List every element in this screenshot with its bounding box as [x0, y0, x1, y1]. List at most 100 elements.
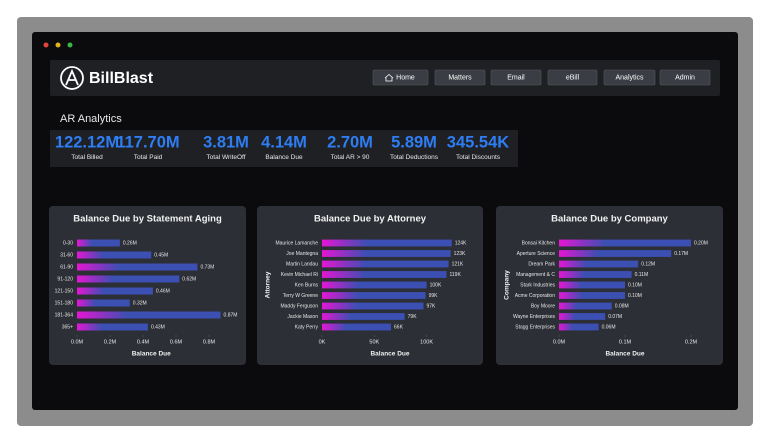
window-dot-max[interactable] [67, 42, 73, 48]
nav-button[interactable]: Home [372, 69, 429, 86]
y-axis-label: Attorney [265, 271, 272, 298]
bar [322, 250, 451, 257]
nav-button-label: Analytics [615, 75, 644, 82]
kpi-value: 4.14M [261, 133, 307, 151]
kpi-label: Total AR > 90 [331, 154, 370, 161]
value-label: 0.73M [200, 264, 214, 270]
nav-button[interactable]: Analytics [603, 69, 656, 86]
nav-button-label: Matters [448, 75, 472, 82]
nav-button-bg [659, 69, 711, 86]
y-axis-label: Company [504, 270, 511, 300]
bar [77, 239, 120, 247]
category-label: Terry W Greene [283, 293, 319, 299]
nav-button[interactable]: Email [490, 69, 542, 86]
bar [322, 323, 392, 331]
category-label: Boy Moore [531, 303, 555, 309]
window-dot-close[interactable] [43, 42, 49, 48]
value-label: 0.43M [151, 324, 165, 330]
value-label: 66K [394, 324, 404, 330]
bar [322, 313, 405, 320]
nav-button[interactable]: Matters [434, 69, 486, 86]
x-axis-label: Balance Due [605, 351, 644, 358]
bar [559, 250, 672, 257]
bar [77, 323, 148, 331]
kpi-label: Total Paid [134, 154, 163, 161]
brand-name: BillBlast [89, 70, 154, 87]
bar [559, 292, 625, 299]
nav-button[interactable]: Admin [659, 69, 711, 86]
category-label: 61-90 [60, 264, 73, 270]
bar [77, 275, 180, 283]
value-label: 97K [426, 303, 436, 309]
value-label: 100K [430, 282, 442, 288]
value-label: 0.62M [182, 276, 196, 282]
bar [322, 260, 449, 268]
logo-mark [65, 68, 79, 86]
category-label: Dream Park [528, 261, 555, 267]
value-label: 0.10M [628, 293, 642, 299]
nav-button-bg [603, 69, 656, 86]
bar [322, 239, 452, 247]
bar [322, 281, 427, 289]
value-label: 99K [429, 293, 439, 299]
value-label: 0.32M [133, 300, 147, 306]
category-label: Wayne Enterprises [513, 314, 556, 320]
chart-panel: Balance Due by Company Bonsai Kitchen 0.20… [496, 206, 723, 365]
x-tick-label: 50K [369, 339, 379, 345]
value-label: 0.10M [628, 282, 642, 288]
x-tick-label: 0.2M [104, 339, 117, 345]
value-label: 119K [449, 272, 461, 278]
x-axis-label: Balance Due [132, 351, 171, 358]
kpi-value: 122.12M [55, 133, 119, 151]
kpi-value: 117.70M [116, 133, 179, 151]
bar [322, 302, 424, 310]
category-label: 121-150 [55, 288, 74, 294]
bar [559, 271, 632, 278]
category-label: Acme Corporation [515, 293, 556, 299]
kpi-label: Total WriteOff [206, 154, 245, 161]
value-label: 121K [452, 261, 464, 267]
bar [322, 292, 426, 299]
chart-title: Balance Due by Company [551, 214, 668, 225]
chart-panel: Balance Due by Statement Aging 0-30 0.26M 3… [49, 206, 246, 365]
kpi: 122.12M Total Billed [55, 133, 119, 161]
kpi: 3.81M Total WriteOff [203, 133, 249, 161]
bar [322, 271, 447, 278]
kpi-label: Balance Due [265, 154, 303, 161]
kpi-label: Total Billed [71, 154, 103, 161]
category-label: 0-30 [63, 240, 73, 246]
kpi-value: 5.89M [391, 133, 437, 151]
category-label: Kevin Michael Ri [281, 272, 318, 278]
kpi-panel [50, 130, 518, 167]
kpi: 2.70M Total AR > 90 [327, 133, 373, 161]
logo[interactable]: BillBlast [60, 66, 154, 90]
value-label: 123K [454, 251, 466, 257]
bar [77, 263, 198, 271]
window-dot-min[interactable] [55, 42, 61, 48]
nav-buttons: Home Matters Email eBill Analytics Admin [372, 69, 711, 86]
bar [77, 287, 153, 295]
x-tick-label: 0.2M [685, 339, 698, 345]
chart-title: Balance Due by Attorney [314, 214, 427, 225]
charts: Balance Due by Statement Aging 0-30 0.26M 3… [49, 206, 723, 365]
logo-ring [60, 66, 84, 90]
value-label: 0.06M [602, 324, 616, 330]
value-label: 0.12M [641, 261, 655, 267]
category-label: Management & C [516, 272, 555, 278]
kpi: 345.54K Total Discounts [447, 133, 509, 161]
value-label: 0.08M [615, 303, 629, 309]
value-label: 0.11M [635, 272, 649, 278]
category-label: Martin Landau [286, 261, 318, 267]
nav-button[interactable]: eBill [547, 69, 598, 86]
category-label: Katy Perry [295, 324, 319, 330]
bar [559, 323, 599, 331]
category-label: Ken Burns [295, 282, 319, 288]
value-label: 79K [408, 314, 418, 320]
nav-button-bg [547, 69, 598, 86]
value-label: 0.46M [156, 288, 170, 294]
section-title: AR Analytics [60, 113, 122, 125]
chart-title: Balance Due by Statement Aging [73, 214, 222, 225]
value-label: 0.20M [694, 240, 708, 246]
